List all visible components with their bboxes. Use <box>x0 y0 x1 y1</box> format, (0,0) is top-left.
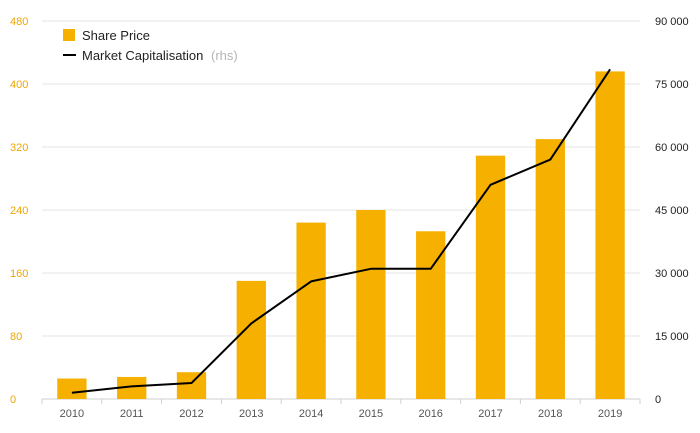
x-tick-label: 2017 <box>478 408 502 420</box>
left-tick-label: 240 <box>10 205 28 217</box>
left-tick-label: 160 <box>10 268 28 280</box>
x-axis: 2010 2011 2012 2013 2014 2015 2016 2017 2018 2019 <box>41 399 641 420</box>
x-tick-label: 2010 <box>60 408 84 420</box>
legend-swatch-share-price <box>63 29 75 41</box>
right-tick-label: 45 000 <box>655 205 689 217</box>
left-tick-label: 400 <box>10 79 28 91</box>
bar-share-price-2013 <box>236 280 266 399</box>
x-tick-label: 2012 <box>179 408 203 420</box>
x-tick-label: 2013 <box>239 408 263 420</box>
right-tick-label: 0 <box>655 394 661 406</box>
market-cap-line-group <box>71 68 611 394</box>
legend: Share Price Market Capitalisation (rhs) <box>63 28 238 63</box>
grid-lines <box>42 20 640 400</box>
bar-share-price-2018 <box>535 139 565 399</box>
left-tick-label: 0 <box>10 394 16 406</box>
legend-label-market-cap-name: Market Capitalisation <box>82 48 203 63</box>
bar-share-price-2010 <box>57 378 87 399</box>
legend-label-share-price: Share Price <box>82 28 150 43</box>
right-tick-label: 15 000 <box>655 331 689 343</box>
right-tick-label: 60 000 <box>655 142 689 154</box>
right-axis: 0 15 000 30 000 45 000 60 000 75 000 90 000 <box>655 16 689 406</box>
legend-label-market-cap: Market Capitalisation (rhs) <box>82 48 238 63</box>
x-tick-label: 2015 <box>359 408 383 420</box>
legend-label-market-cap-suffix: (rhs) <box>211 48 238 63</box>
x-tick-label: 2019 <box>598 408 622 420</box>
left-tick-label: 320 <box>10 142 28 154</box>
bar-share-price-2012 <box>176 372 207 399</box>
right-tick-label: 90 000 <box>655 16 689 28</box>
bar-share-price-2011 <box>117 376 147 399</box>
x-tick-label: 2014 <box>299 408 323 420</box>
bar-share-price-2017 <box>475 155 506 399</box>
left-axis: 0 80 160 240 320 400 480 <box>10 16 28 406</box>
x-tick-label: 2011 <box>120 408 144 420</box>
x-tick-label: 2016 <box>418 408 442 420</box>
left-tick-label: 480 <box>10 16 28 28</box>
bar-share-price-2016 <box>416 231 446 399</box>
market-cap-line <box>71 68 611 394</box>
right-tick-label: 75 000 <box>655 79 689 91</box>
bar-share-price-2015 <box>356 210 386 399</box>
bar-share-price-2014 <box>296 222 326 399</box>
bar-share-price-2019 <box>595 71 625 400</box>
right-tick-label: 30 000 <box>655 268 689 280</box>
x-tick-label: 2018 <box>538 408 562 420</box>
share-price-bars <box>57 71 625 400</box>
left-tick-label: 80 <box>10 331 22 343</box>
